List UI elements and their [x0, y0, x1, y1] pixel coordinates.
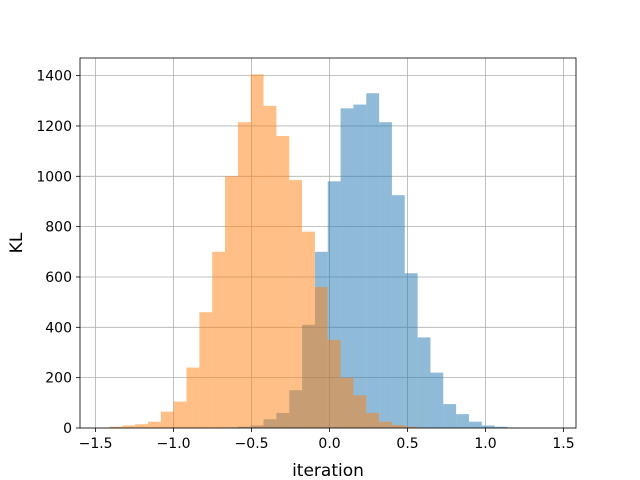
histogram-bar-series-1 [494, 426, 508, 428]
histogram-bar-series-1 [340, 108, 354, 428]
x-tick-label: −0.5 [235, 436, 269, 452]
histogram-bar-series-2 [366, 412, 380, 428]
histogram-bar-series-1 [404, 273, 418, 428]
x-tick-label: −1.0 [157, 436, 191, 452]
histogram-bar-series-2 [302, 231, 315, 428]
histogram-bar-series-2 [237, 122, 251, 429]
histogram-bar-series-2 [250, 74, 264, 429]
plot-frame [79, 57, 577, 429]
y-tick-label: 1000 [36, 169, 72, 185]
histogram-bar-series-2 [135, 424, 149, 428]
histogram-bar-series-2 [148, 421, 161, 428]
histogram-bar-series-1 [443, 404, 457, 428]
histogram-bar-series-2 [225, 176, 238, 428]
histogram-bar-series-1 [366, 93, 380, 428]
histogram-bar-series-1 [379, 122, 392, 429]
histogram-bars [96, 74, 521, 429]
histogram-bar-series-2 [379, 421, 392, 428]
histogram-bar-series-1 [353, 104, 367, 428]
histogram-bar-series-2 [109, 426, 123, 428]
y-tick-label: 0 [63, 421, 72, 437]
histogram-bar-series-1 [417, 337, 431, 428]
histogram-bar-series-1 [391, 195, 405, 428]
x-tick-label: 1.5 [552, 436, 574, 452]
histogram-bar-series-2 [404, 426, 418, 428]
y-axis-label: KL [7, 232, 27, 253]
histogram-bar-series-2 [353, 395, 367, 428]
histogram-bar-series-2 [276, 136, 290, 428]
histogram-bar-series-2 [122, 425, 136, 428]
y-tick-label: 600 [45, 270, 72, 286]
x-tick-label: 0.5 [396, 436, 418, 452]
histogram-bar-series-2 [263, 105, 277, 429]
histogram-bar-series-2 [173, 401, 187, 428]
y-tick-label: 1400 [36, 69, 72, 85]
histogram-bar-series-2 [340, 377, 354, 428]
x-tick-label: 1.0 [474, 436, 496, 452]
histogram-bar-series-2 [160, 411, 174, 428]
x-tick-label: 0.0 [318, 436, 340, 452]
histogram-bar-series-1 [481, 425, 495, 428]
histogram-bar-series-1 [430, 372, 444, 428]
grid-lines [80, 58, 576, 429]
histogram-bar-series-2 [327, 339, 341, 428]
histogram-bar-series-2 [212, 251, 226, 428]
y-tick-label: 800 [45, 220, 72, 236]
histogram-bar-series-1 [456, 414, 469, 428]
histogram-bar-series-2 [199, 312, 213, 428]
histogram-bar-series-1 [468, 421, 482, 428]
y-tick-label: 1200 [36, 119, 72, 135]
histogram-bar-series-2 [289, 180, 303, 428]
x-axis-label: iteration [292, 461, 364, 480]
histogram-bar-series-2 [186, 367, 200, 428]
axis-ticks: −1.5 −1.0 −0.5 0.0 0.5 1.0 1.5 0 200 400 600 800 100… [36, 69, 574, 452]
x-tick-label: −1.5 [79, 436, 113, 452]
histogram-bar-series-2 [314, 287, 328, 428]
y-tick-label: 400 [45, 320, 72, 336]
y-tick-label: 200 [45, 371, 72, 387]
histogram-bar-series-2 [391, 424, 405, 428]
